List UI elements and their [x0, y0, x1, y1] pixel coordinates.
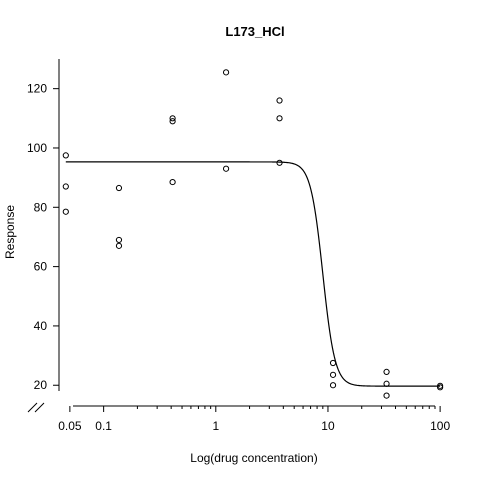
x-axis-label: Log(drug concentration)	[190, 451, 317, 465]
data-point	[62, 208, 69, 215]
data-points	[62, 69, 444, 399]
y-tick-label: 120	[27, 82, 47, 96]
data-point	[329, 371, 337, 378]
data-point	[115, 184, 123, 192]
data-point	[62, 152, 69, 159]
data-point	[222, 165, 230, 172]
data-point	[115, 242, 123, 249]
axis-break-stroke	[27, 402, 38, 413]
axis-break-mark	[27, 402, 45, 413]
x-tick-label: 10	[321, 419, 335, 433]
x-tick-label: 100	[430, 419, 450, 433]
data-point	[62, 183, 69, 190]
y-tick-label: 80	[34, 200, 48, 214]
data-point	[276, 115, 283, 122]
data-point	[169, 115, 176, 122]
data-point	[276, 159, 283, 166]
y-tick-label: 40	[34, 319, 48, 333]
data-point	[276, 97, 283, 104]
data-point	[437, 384, 444, 391]
data-point	[222, 69, 230, 76]
data-point	[169, 178, 176, 186]
data-point	[115, 236, 123, 244]
data-point	[329, 359, 337, 367]
x-tick-label: 0.05	[58, 419, 82, 433]
data-point	[383, 392, 390, 399]
y-tick-label: 60	[34, 260, 48, 274]
fit-curve	[65, 161, 441, 387]
x-axis: 0.05 0.1 1 10 100	[58, 405, 450, 433]
y-axis: 20 40 60 80 100 120	[27, 59, 60, 392]
y-tick-label: 100	[27, 141, 47, 155]
axis-break-stroke	[34, 402, 45, 413]
y-tick-label: 20	[34, 378, 48, 392]
data-point	[169, 118, 176, 125]
x-tick-label: 0.1	[95, 419, 112, 433]
data-point	[329, 382, 337, 389]
y-axis-label: Response	[3, 205, 17, 259]
data-point	[383, 380, 390, 387]
data-point	[383, 368, 390, 375]
x-tick-label: 1	[212, 419, 219, 433]
chart-title: L173_HCl	[225, 24, 284, 39]
